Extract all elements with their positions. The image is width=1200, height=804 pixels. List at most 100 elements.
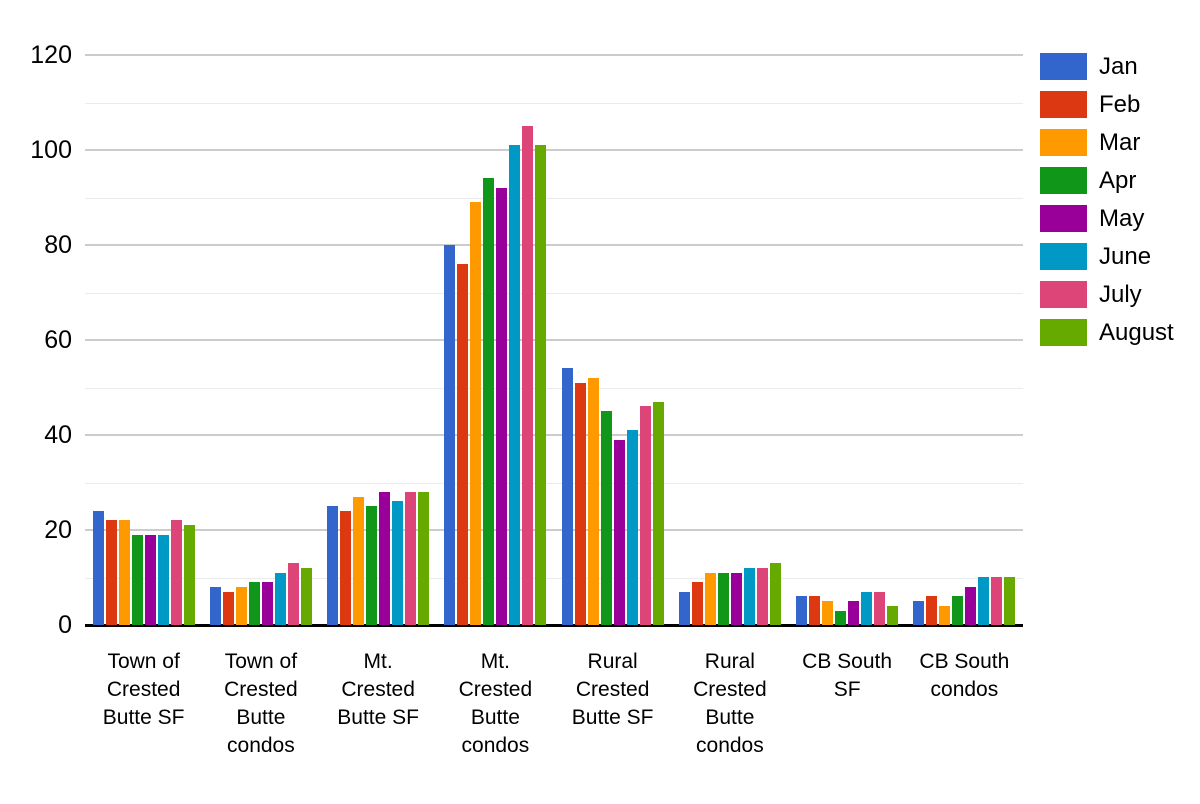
bar[interactable] xyxy=(261,582,273,625)
legend: Jan Feb Mar Apr May June July August xyxy=(1040,53,1174,357)
bar[interactable] xyxy=(496,188,508,625)
y-axis-tick-label: 120 xyxy=(30,41,72,69)
bar[interactable] xyxy=(144,535,156,625)
bar[interactable] xyxy=(222,592,234,625)
bar[interactable] xyxy=(366,506,378,625)
x-axis-label: Town of Crested Butte condos xyxy=(202,648,319,760)
legend-label: Jan xyxy=(1099,52,1138,80)
x-axis-label-line: Crested xyxy=(224,678,298,701)
x-axis-label-line: condos xyxy=(227,734,295,757)
bar[interactable] xyxy=(913,601,925,625)
bar[interactable] xyxy=(600,411,612,625)
bar[interactable] xyxy=(626,430,638,625)
bar[interactable] xyxy=(470,202,482,625)
bar[interactable] xyxy=(405,492,417,625)
bar[interactable] xyxy=(769,563,781,625)
x-axis-label-line: Crested xyxy=(106,678,181,701)
x-axis-label: Mt. Crested Butte condos xyxy=(437,648,554,760)
legend-label: Apr xyxy=(1099,166,1137,194)
bar[interactable] xyxy=(274,573,286,625)
bar[interactable] xyxy=(353,497,365,625)
legend-label: June xyxy=(1099,242,1152,270)
bar[interactable] xyxy=(874,592,886,625)
bar[interactable] xyxy=(418,492,430,625)
gridline xyxy=(85,149,1023,151)
bar[interactable] xyxy=(131,535,143,625)
bar[interactable] xyxy=(157,535,169,625)
bar[interactable] xyxy=(939,606,951,625)
bar[interactable] xyxy=(209,587,221,625)
bar[interactable] xyxy=(1004,577,1016,625)
bar[interactable] xyxy=(991,577,1003,625)
gridline xyxy=(85,102,1023,104)
bar[interactable] xyxy=(444,245,456,625)
bar[interactable] xyxy=(743,568,755,625)
legend-label: Mar xyxy=(1099,128,1141,156)
gridline xyxy=(85,197,1023,199)
bar[interactable] xyxy=(340,511,352,625)
legend-swatch xyxy=(1040,205,1087,232)
bar[interactable] xyxy=(170,520,182,625)
bar[interactable] xyxy=(105,520,117,625)
bar[interactable] xyxy=(652,402,664,625)
x-axis-label-line: condos xyxy=(696,734,764,757)
bar[interactable] xyxy=(978,577,990,625)
legend-swatch xyxy=(1040,53,1087,80)
bar[interactable] xyxy=(796,596,808,625)
bar[interactable] xyxy=(639,406,651,625)
bar[interactable] xyxy=(483,178,495,625)
bar[interactable] xyxy=(392,501,404,625)
bar[interactable] xyxy=(822,601,834,625)
x-axis-label-line: Mt. xyxy=(363,650,393,673)
gridline xyxy=(85,482,1023,484)
bar[interactable] xyxy=(887,606,899,625)
gridline xyxy=(85,339,1023,341)
bar[interactable] xyxy=(835,611,847,625)
gridline xyxy=(85,292,1023,294)
bar[interactable] xyxy=(952,596,964,625)
legend-label: August xyxy=(1099,318,1174,346)
bar[interactable] xyxy=(717,573,729,625)
bar[interactable] xyxy=(809,596,821,625)
bar[interactable] xyxy=(327,506,339,625)
bar[interactable] xyxy=(118,520,130,625)
bar[interactable] xyxy=(691,582,703,625)
x-axis-label-line: Butte SF xyxy=(102,706,185,729)
bar[interactable] xyxy=(704,573,716,625)
bar[interactable] xyxy=(756,568,768,625)
bar-group xyxy=(671,55,788,625)
bar[interactable] xyxy=(379,492,391,625)
x-axis-label-line: Butte xyxy=(236,706,286,729)
bar[interactable] xyxy=(861,592,873,625)
legend-item: Jan xyxy=(1040,53,1174,80)
bar[interactable] xyxy=(235,587,247,625)
legend-swatch xyxy=(1040,319,1087,346)
y-axis-tick-label: 100 xyxy=(30,136,72,164)
bar[interactable] xyxy=(457,264,469,625)
bar[interactable] xyxy=(535,145,547,625)
bar[interactable] xyxy=(300,568,312,625)
x-axis-label-line: Rural xyxy=(704,650,755,673)
bar[interactable] xyxy=(730,573,742,625)
bar[interactable] xyxy=(509,145,521,625)
bar[interactable] xyxy=(183,525,195,625)
bar-group xyxy=(202,55,319,625)
x-axis-label-line: CB South xyxy=(802,650,893,673)
bar[interactable] xyxy=(678,592,690,625)
legend-item: August xyxy=(1040,319,1174,346)
bar[interactable] xyxy=(848,601,860,625)
bar[interactable] xyxy=(574,383,586,625)
bar[interactable] xyxy=(561,368,573,625)
legend-item: Apr xyxy=(1040,167,1174,194)
bar[interactable] xyxy=(287,563,299,625)
bar[interactable] xyxy=(613,440,625,625)
bar[interactable] xyxy=(926,596,938,625)
bar[interactable] xyxy=(522,126,534,625)
bar[interactable] xyxy=(248,582,260,625)
bar[interactable] xyxy=(965,587,977,625)
gridline xyxy=(85,54,1023,56)
x-axis-label-line: Town of xyxy=(224,650,298,673)
bar[interactable] xyxy=(587,378,599,625)
bar[interactable] xyxy=(92,511,104,625)
